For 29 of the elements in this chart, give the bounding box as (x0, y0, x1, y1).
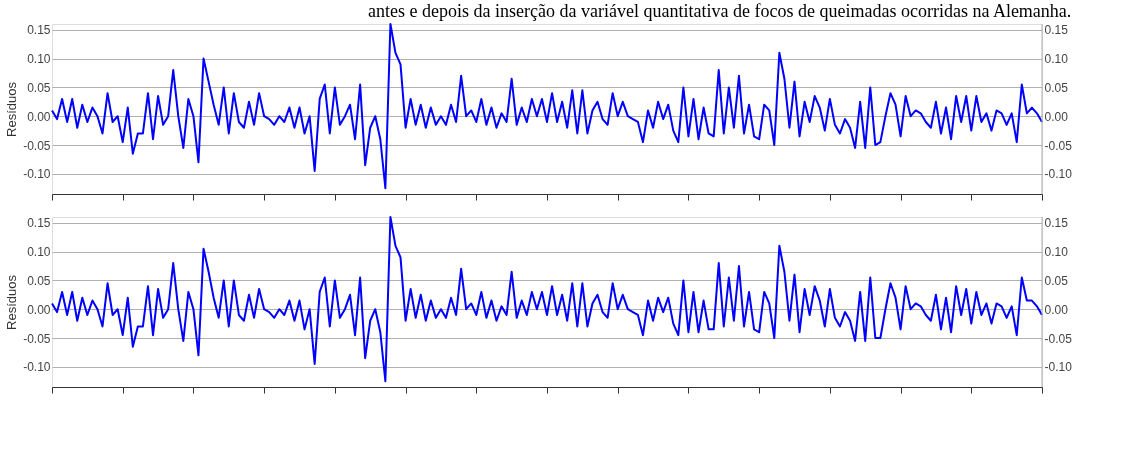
y-tick-label: -0.10 (23, 360, 51, 375)
line-series (51, 23, 1043, 190)
y-tick-label: 0.00 (27, 302, 51, 317)
y-tick-label: 0.05 (27, 273, 51, 288)
y2-tick-label: 0.00 (1044, 302, 1069, 317)
y2-tick-label: 0.15 (1044, 216, 1069, 231)
chart-title: antes e depois da inserção da variável quantitativa de focos de queimadas ocorridas na Alemanha. (368, 1, 1072, 21)
y2-tick-label: -0.10 (1044, 360, 1073, 375)
y2-tick-label: -0.10 (1044, 167, 1073, 182)
y-tick-label: -0.05 (23, 331, 51, 346)
y-tick-label: 0.15 (27, 23, 51, 38)
y2-tick-label: 0.05 (1044, 273, 1069, 288)
y2-tick-label: 0.15 (1044, 23, 1069, 38)
y-tick-label: 0.05 (27, 80, 51, 95)
y2-tick-label: 0.05 (1044, 80, 1069, 95)
line-series (51, 216, 1043, 383)
y2-tick-label: 0.10 (1044, 52, 1069, 67)
y-tick-label: 0.10 (27, 245, 51, 260)
y-tick-label: 0.10 (27, 52, 51, 67)
y-tick-label: -0.10 (23, 167, 51, 182)
y-tick-label: 0.15 (27, 216, 51, 231)
y2-tick-label: 0.10 (1044, 245, 1069, 260)
y2-tick-label: 0.00 (1044, 109, 1069, 124)
y2-tick-label: -0.05 (1044, 331, 1073, 346)
y-axis-title: Resíduos (4, 81, 20, 137)
y-tick-label: 0.00 (27, 109, 51, 124)
y2-tick-label: -0.05 (1044, 138, 1073, 153)
y-axis-title: Resíduos (4, 274, 20, 330)
y-tick-label: -0.05 (23, 138, 51, 153)
